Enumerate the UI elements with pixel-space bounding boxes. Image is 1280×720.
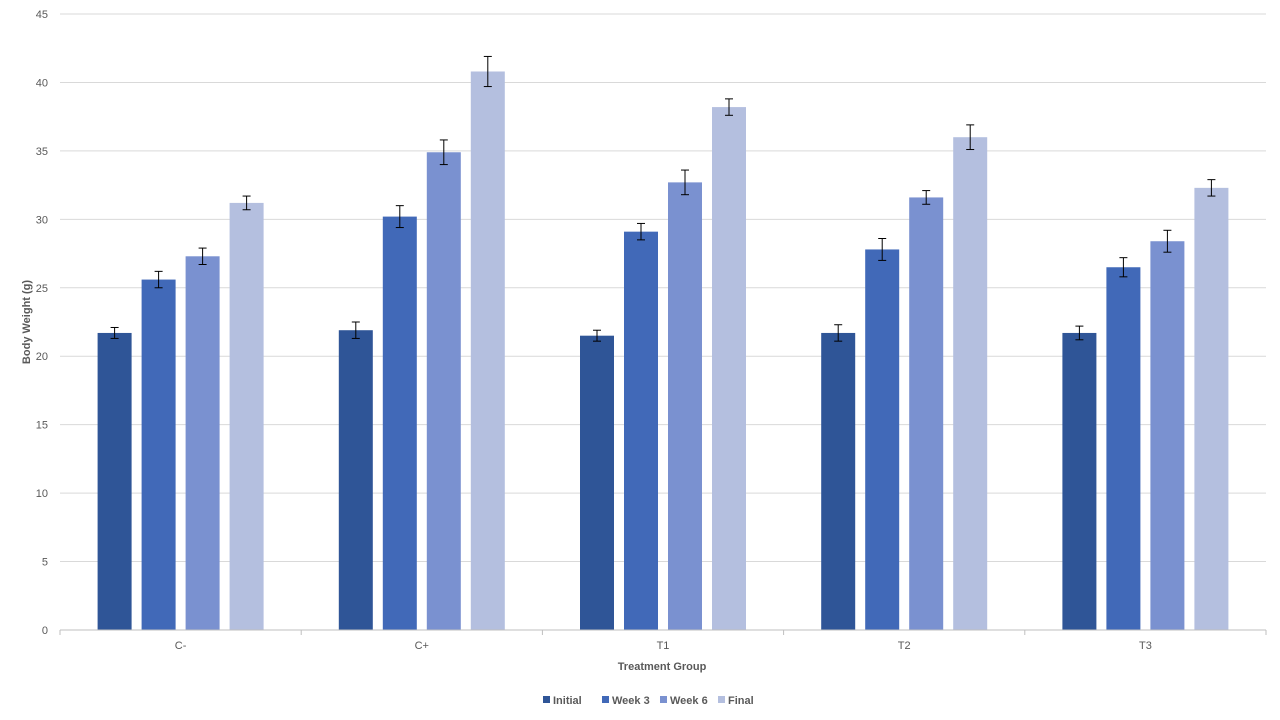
y-tick-label: 40 — [36, 77, 48, 89]
error-bars — [110, 55, 1216, 342]
bar-final-C- — [229, 202, 264, 630]
legend-item: Final — [718, 695, 754, 707]
bar-initial-T3 — [1062, 332, 1097, 630]
error-bar — [395, 205, 404, 229]
error-bar — [1207, 179, 1216, 197]
bar-week-3-C- — [141, 279, 176, 630]
bar-week-3-T2 — [865, 249, 900, 630]
error-bar — [922, 190, 931, 205]
bar-week-6-C- — [185, 256, 220, 630]
bar-final-T1 — [712, 107, 746, 630]
y-tick-label: 5 — [42, 557, 48, 569]
bar-week-3-T1 — [624, 231, 658, 631]
error-bar — [154, 270, 163, 289]
bar-final-T3 — [1194, 187, 1229, 631]
error-bar — [483, 55, 492, 88]
error-bar — [351, 321, 360, 339]
y-tick-label: 10 — [36, 488, 48, 500]
bar-week-6-C+ — [426, 152, 461, 630]
error-bar — [110, 326, 119, 339]
legend-label: Week 6 — [670, 695, 708, 707]
error-bar — [593, 329, 601, 342]
bar-initial-T1 — [580, 335, 614, 630]
bar-initial-C+ — [338, 330, 373, 630]
y-tick-label: 20 — [36, 351, 48, 363]
legend-swatch — [718, 696, 725, 703]
error-bar — [1119, 257, 1128, 278]
x-tick-label: T3 — [1139, 640, 1152, 652]
legend: Initial Week 3 Week 6 Final — [543, 695, 754, 707]
error-bar — [878, 237, 887, 261]
error-bar — [1075, 325, 1084, 341]
bar-week-6-T2 — [909, 197, 944, 631]
y-tick-label: 35 — [36, 146, 48, 158]
error-bar — [681, 169, 689, 196]
x-tick-label: T2 — [898, 640, 911, 652]
bar-initial-T2 — [821, 332, 856, 630]
x-axis-title: Treatment Group — [618, 661, 707, 673]
legend-swatch — [660, 696, 667, 703]
y-tick-label: 30 — [36, 214, 48, 226]
x-tick-label: T1 — [657, 640, 670, 652]
error-bar — [242, 195, 251, 211]
bar-final-C+ — [470, 71, 505, 630]
legend-item: Week 3 — [602, 695, 650, 707]
bar-week-3-T3 — [1106, 267, 1141, 630]
y-tick-label: 15 — [36, 420, 48, 432]
error-bar — [637, 222, 645, 241]
legend-label: Week 3 — [612, 695, 650, 707]
y-axis-title: Body Weight (g) — [21, 280, 33, 364]
bar-final-T2 — [953, 137, 988, 630]
error-bar — [439, 139, 448, 166]
legend-item: Initial — [543, 695, 582, 707]
y-tick-label: 25 — [36, 283, 48, 295]
legend-item: Week 6 — [660, 695, 708, 707]
y-tick-label: 45 — [36, 9, 48, 21]
bar-week-6-T3 — [1150, 241, 1185, 631]
legend-swatch — [602, 696, 609, 703]
bar-initial-C- — [97, 332, 132, 630]
error-bar — [834, 324, 843, 342]
legend-label: Final — [728, 695, 754, 707]
legend-label: Initial — [553, 695, 582, 707]
x-tick-label: C- — [175, 640, 187, 652]
error-bar — [966, 124, 975, 151]
bars — [97, 71, 1229, 631]
error-bar — [725, 98, 733, 116]
x-tick-label: C+ — [415, 640, 429, 652]
x-axis: C- C+ T1 T2 T3 — [59, 629, 1267, 652]
y-axis-ticks: 0 5 10 15 20 25 30 35 40 45 — [36, 9, 48, 637]
error-bar — [1163, 229, 1172, 253]
bar-week-6-T1 — [668, 182, 702, 630]
error-bar — [198, 247, 207, 266]
legend-swatch — [543, 696, 550, 703]
y-tick-label: 0 — [42, 625, 48, 637]
bar-week-3-C+ — [382, 216, 417, 630]
